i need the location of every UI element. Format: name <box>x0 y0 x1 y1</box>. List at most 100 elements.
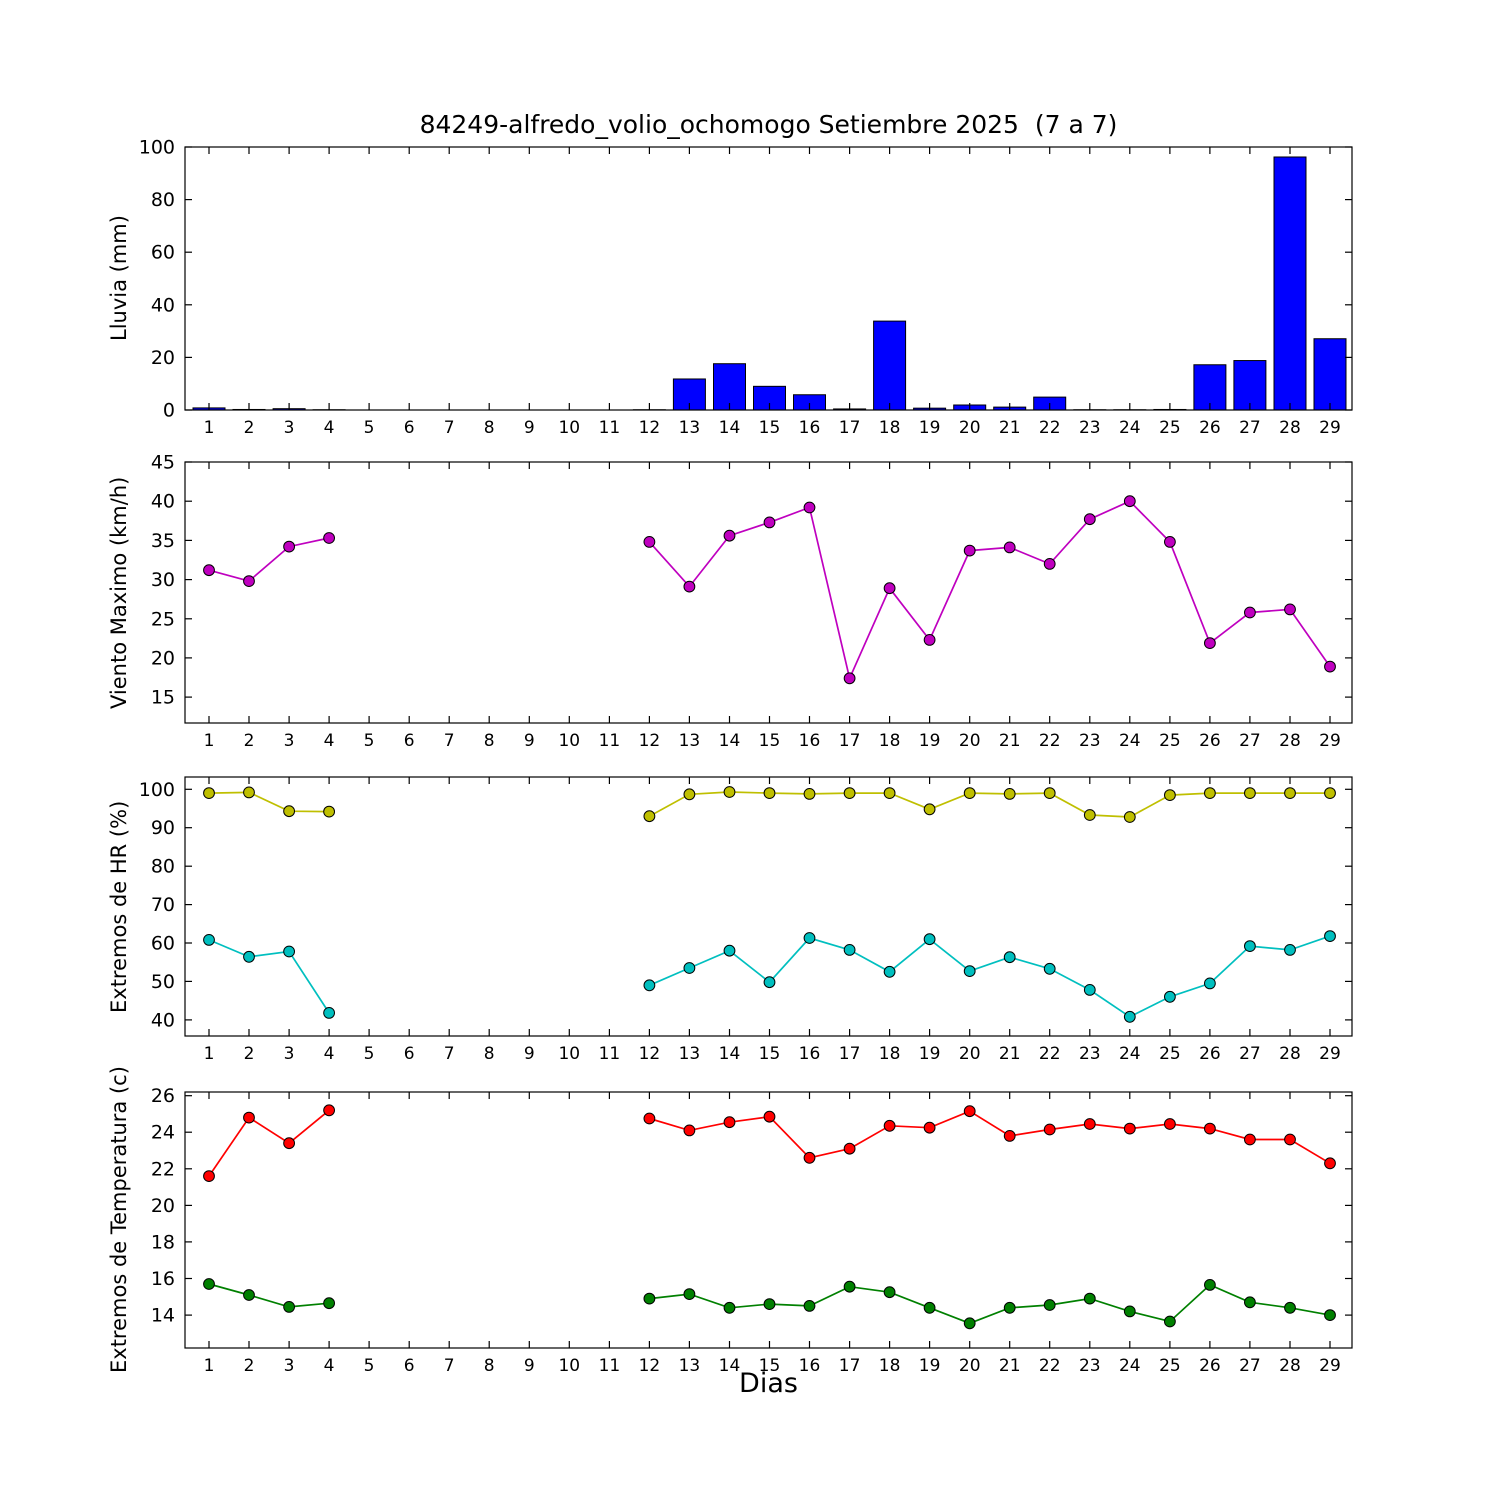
viento-maximo-marker <box>1244 606 1256 619</box>
y-tick-label: 22 <box>151 1158 175 1180</box>
x-tick-label: 24 <box>1119 1356 1141 1376</box>
hr-minima-marker <box>1003 951 1016 964</box>
x-tick-label: 18 <box>879 731 901 751</box>
x-tick-label: 23 <box>1079 418 1101 438</box>
x-tick-label: 12 <box>639 731 661 751</box>
x-tick-label: 11 <box>599 731 621 751</box>
temp-maxima-marker <box>1324 1157 1336 1170</box>
hr-minima-marker <box>1204 977 1216 990</box>
subplot-lluvia: 0 20 40 60 80 100 1 2 3 4 5 6 7 8 9 10 11 12 13 14 15 16 17 18 1… <box>135 137 1362 442</box>
y-tick-label: 90 <box>151 817 175 839</box>
x-tick-label: 22 <box>1039 731 1061 751</box>
y-tick-label: 60 <box>151 242 175 264</box>
temp-maxima-marker <box>883 1119 896 1132</box>
x-tick-label: 12 <box>639 1044 661 1064</box>
x-tick-label: 13 <box>679 1044 701 1064</box>
temp-minima-marker <box>1324 1309 1336 1322</box>
y-tick-label: 100 <box>139 137 175 159</box>
y-tick-label: 14 <box>151 1305 175 1327</box>
temp-maxima-marker <box>843 1142 856 1155</box>
hr-minima-line <box>208 939 330 1014</box>
temp-maxima-marker <box>1244 1133 1256 1146</box>
x-tick-label: 10 <box>558 418 580 438</box>
x-tick-label: 1 <box>204 418 215 438</box>
hr-maxima-marker <box>1244 787 1256 800</box>
x-tick-label: 24 <box>1119 1044 1141 1064</box>
x-tick-label: 2 <box>244 1356 255 1376</box>
y-tick-label: 50 <box>151 971 175 993</box>
x-tick-label: 8 <box>484 731 495 751</box>
x-tick-label: 5 <box>364 1044 375 1064</box>
rain-bar <box>713 363 746 411</box>
ylabel-temperatura-text: Extremos de Temperatura (c) <box>107 1066 131 1374</box>
temp-maxima-marker <box>683 1124 696 1137</box>
x-tick-label: 5 <box>364 1356 375 1376</box>
x-tick-label: 26 <box>1199 1044 1221 1064</box>
viento-maximo-marker <box>323 532 336 544</box>
x-tick-label: 12 <box>639 418 661 438</box>
y-tick-label: 16 <box>151 1268 175 1290</box>
x-tick-label: 18 <box>879 1356 901 1376</box>
x-tick-label: 16 <box>799 418 821 438</box>
ylabel-lluvia-text: Lluvia (mm) <box>107 215 131 342</box>
hr-minima-marker <box>963 965 976 978</box>
x-tick-label: 6 <box>404 731 415 751</box>
x-tick-label: 21 <box>999 1356 1021 1376</box>
x-tick-label: 13 <box>679 1356 701 1376</box>
viento-maximo-marker <box>843 672 856 685</box>
y-tick-label: 80 <box>151 856 175 878</box>
x-tick-label: 14 <box>719 1356 741 1376</box>
x-tick-label: 25 <box>1159 1044 1181 1064</box>
hr-minima-marker <box>1284 944 1296 956</box>
x-tick-label: 28 <box>1279 731 1301 751</box>
x-tick-label: 3 <box>284 1356 295 1376</box>
y-tick-label: 45 <box>151 452 175 474</box>
viento-maximo-line <box>208 537 330 583</box>
viento-maximo-marker <box>283 540 296 553</box>
rain-bar <box>1233 360 1267 411</box>
x-tick-label: 15 <box>759 1044 781 1064</box>
x-tick-label: 26 <box>1199 731 1221 751</box>
hr-maxima-marker <box>803 788 816 800</box>
viento-maximo-marker <box>243 575 255 588</box>
x-tick-label: 1 <box>204 1044 215 1064</box>
temp-minima-marker <box>803 1300 816 1312</box>
temp-minima-marker <box>643 1292 656 1305</box>
x-tick-label: 19 <box>919 418 941 438</box>
x-tick-label: 2 <box>244 731 255 751</box>
temp-maxima-marker <box>203 1170 215 1182</box>
rain-bar <box>1313 338 1347 411</box>
x-tick-label: 28 <box>1279 1356 1301 1376</box>
viento-maximo-marker <box>803 501 816 514</box>
hr-maxima-marker <box>763 787 776 800</box>
x-tick-label: 7 <box>444 1044 455 1064</box>
hr-maxima-marker <box>203 787 215 800</box>
x-tick-label: 8 <box>484 418 495 438</box>
y-tick-label: 25 <box>151 608 175 630</box>
x-tick-label: 19 <box>919 731 941 751</box>
x-tick-label: 2 <box>244 418 255 438</box>
axes-frame <box>184 461 1353 724</box>
x-tick-label: 15 <box>759 731 781 751</box>
temp-maxima-marker <box>1083 1118 1096 1130</box>
x-tick-label: 14 <box>719 731 741 751</box>
temp-minima-line <box>208 1283 330 1308</box>
temp-minima-marker <box>203 1278 215 1290</box>
x-tick-label: 9 <box>524 1356 535 1376</box>
x-tick-label: 4 <box>324 1356 335 1376</box>
x-tick-label: 25 <box>1159 731 1181 751</box>
ylabel-lluvia: Lluvia (mm) <box>102 147 136 410</box>
x-tick-label: 25 <box>1159 418 1181 438</box>
temp-minima-marker <box>1083 1292 1096 1305</box>
viento-maximo-marker <box>1164 536 1176 548</box>
viento-maximo-marker <box>963 544 976 557</box>
hr-maxima-marker <box>1043 787 1056 800</box>
x-tick-label: 4 <box>324 1044 335 1064</box>
temp-maxima-marker <box>1204 1122 1216 1135</box>
viento-maximo-marker <box>1083 513 1096 526</box>
axes-frame <box>184 776 1353 1037</box>
hr-maxima-marker <box>1284 787 1296 800</box>
x-tick-label: 18 <box>879 418 901 438</box>
rain-bar <box>1193 364 1227 411</box>
